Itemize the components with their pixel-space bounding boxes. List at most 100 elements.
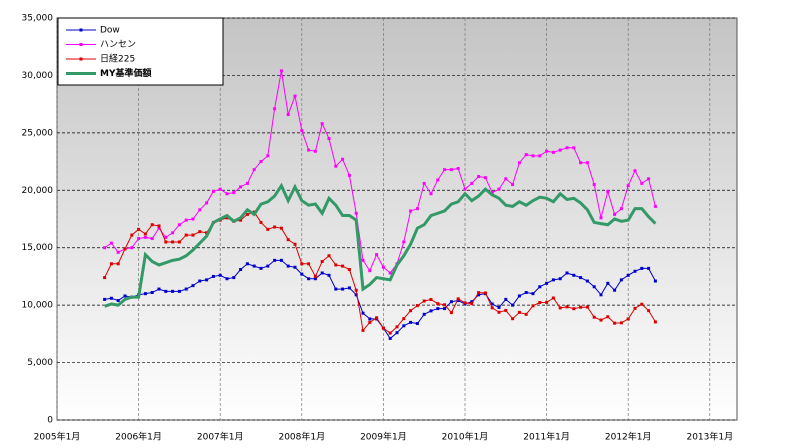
point [551,278,555,282]
point [347,173,351,177]
point [633,306,637,310]
point [436,302,440,306]
point [177,289,181,293]
point [429,192,433,196]
y-tick-label: 25,000 [22,128,54,138]
point [388,336,392,340]
point [279,258,283,262]
y-tick-label: 30,000 [22,71,54,81]
point [436,178,440,182]
x-tick-label: 2010年1月 [442,431,489,443]
point [483,291,487,295]
point [300,272,304,276]
point [184,218,188,222]
point [585,279,589,283]
point [395,331,399,335]
point [103,297,107,301]
point [205,278,209,282]
legend-marker [79,43,83,46]
point [545,300,549,304]
point [245,212,249,216]
point [123,247,127,251]
point [483,176,487,180]
point [218,187,222,191]
point [109,241,113,245]
point [606,315,610,319]
point [341,264,345,268]
point [415,207,419,211]
point [402,324,406,328]
point [157,224,161,228]
point [415,322,419,326]
point [592,183,596,187]
point [619,321,623,325]
point [327,254,331,258]
point [266,264,270,268]
point [259,160,263,164]
point [130,246,134,250]
point [565,305,569,309]
point [626,317,630,321]
point [558,277,562,281]
point [211,189,215,193]
point [429,309,433,313]
point [116,299,120,303]
point [511,303,515,307]
point [409,209,413,213]
point [313,277,317,281]
point [171,289,175,293]
point [640,266,644,270]
point [171,240,175,244]
point [177,223,181,227]
point [293,265,297,269]
point [449,168,453,172]
point [313,274,317,278]
point [599,216,603,220]
point [551,150,555,154]
point [470,300,474,304]
point [279,69,283,73]
point [320,271,324,275]
point [565,146,569,150]
point [354,288,358,292]
point [225,277,229,281]
point [517,294,521,298]
point [579,305,583,309]
point [606,281,610,285]
point [436,307,440,311]
point [388,331,392,335]
point [490,191,494,195]
point [191,284,195,288]
y-tick-label: 0 [47,416,53,426]
point [545,149,549,153]
point [375,316,379,320]
point [653,279,657,283]
point [266,154,270,158]
point [307,277,311,281]
point [619,207,623,211]
point [477,291,481,295]
point [572,146,576,150]
y-tick-label: 35,000 [22,14,54,24]
point [456,297,460,301]
point [218,273,222,277]
x-tick-label: 2011年1月 [523,431,570,443]
point [143,292,147,296]
point [395,325,399,329]
point [517,161,521,165]
point [409,320,413,324]
point [443,307,447,311]
point [409,309,413,313]
point [327,137,331,141]
point [504,308,508,312]
point [300,129,304,133]
point [171,231,175,235]
point [388,271,392,275]
point [347,268,351,272]
point [422,312,426,316]
point [116,250,120,254]
point [341,287,345,291]
legend-marker [79,28,83,32]
